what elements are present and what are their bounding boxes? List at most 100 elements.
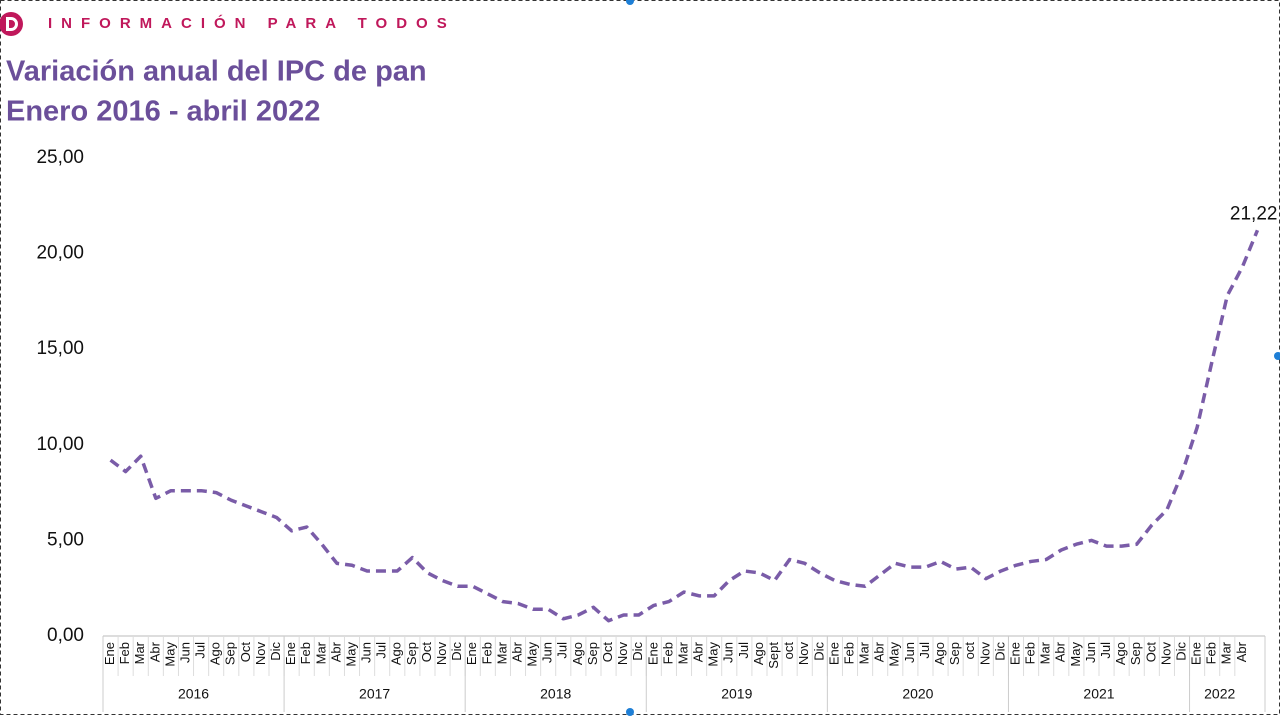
x-tick-label: Sep <box>404 642 419 665</box>
x-tick-label: Nov <box>253 642 268 666</box>
x-tick-label: Dic <box>992 642 1007 661</box>
x-tick-label: Mar <box>1038 641 1053 664</box>
x-tick-label: Ene <box>645 642 660 665</box>
x-tick-label: Ago <box>389 642 404 665</box>
x-tick-label: Feb <box>479 642 494 664</box>
chart-title: Variación anual del IPC de pan <box>6 56 427 88</box>
x-tick-label: Abr <box>1234 641 1249 662</box>
x-tick-label: Dic <box>268 642 283 661</box>
y-tick-label: 0,00 <box>47 625 84 646</box>
x-tick-label: Ago <box>208 642 223 665</box>
x-tick-label: Feb <box>660 642 675 664</box>
x-tick-label: Ene <box>1189 642 1204 665</box>
x-tick-label: Mar <box>494 641 509 664</box>
x-tick-label: Jul <box>917 642 932 659</box>
x-tick-label: Nov <box>1158 642 1173 666</box>
x-tick-label: Ago <box>751 642 766 665</box>
x-tick-label: Sep <box>223 642 238 665</box>
x-tick-label: Jun <box>902 642 917 663</box>
year-label: 2021 <box>1083 686 1114 702</box>
x-tick-label: Jun <box>721 642 736 663</box>
year-label: 2017 <box>359 686 390 702</box>
handle <box>626 0 634 5</box>
x-tick-label: Jul <box>1098 642 1113 659</box>
x-tick-label: Ene <box>283 642 298 665</box>
x-tick-label: May <box>706 642 721 667</box>
data-line <box>109 229 1260 623</box>
x-tick-label: Ene <box>102 642 117 665</box>
year-label: 2016 <box>178 686 209 702</box>
x-tick-label: May <box>343 642 358 667</box>
x-tick-label: Mar <box>1219 641 1234 664</box>
x-tick-label: oct <box>781 642 796 660</box>
x-tick-label: Abr <box>872 641 887 662</box>
x-tick-label: Dic <box>449 642 464 661</box>
x-tick-label: Abr <box>509 641 524 662</box>
year-label: 2020 <box>902 686 933 702</box>
x-tick-label: May <box>162 642 177 667</box>
y-tick-label: 20,00 <box>36 243 84 264</box>
x-tick-label: Jun <box>359 642 374 663</box>
x-tick-label: Jun <box>1083 642 1098 663</box>
year-label: 2018 <box>540 686 571 702</box>
x-tick-label: Jun <box>177 642 192 663</box>
x-tick-label: Nov <box>434 642 449 666</box>
handle <box>626 708 634 716</box>
year-label: 2022 <box>1204 686 1235 702</box>
year-label: 2019 <box>721 686 752 702</box>
y-tick-label: 10,00 <box>36 434 84 455</box>
x-tick-label: Jun <box>540 642 555 663</box>
x-tick-label: Ene <box>464 642 479 665</box>
x-tick-label: Nov <box>615 642 630 666</box>
x-tick-label: Oct <box>600 642 615 663</box>
x-tick-label: Jul <box>193 642 208 659</box>
x-tick-label: Ago <box>1113 642 1128 665</box>
x-tick-label: Dic <box>811 642 826 661</box>
x-tick-label: Abr <box>691 641 706 662</box>
x-tick-label: Oct <box>419 642 434 663</box>
y-tick-label: 15,00 <box>36 338 84 359</box>
x-tick-label: May <box>525 642 540 667</box>
x-tick-label: Sep <box>1128 642 1143 665</box>
x-tick-label: Abr <box>328 641 343 662</box>
logo <box>0 12 23 36</box>
x-tick-label: Sep <box>947 642 962 665</box>
brand: INFORMACIÓN PARA TODOS <box>48 14 456 32</box>
x-tick-label: Nov <box>796 642 811 666</box>
x-tick-label: Nov <box>977 642 992 666</box>
x-tick-label: May <box>1068 642 1083 667</box>
x-tick-label: Ago <box>932 642 947 665</box>
x-tick-label: Feb <box>298 642 313 664</box>
x-tick-label: Dic <box>1173 642 1188 661</box>
handle <box>1274 352 1280 360</box>
x-tick-label: Feb <box>117 642 132 664</box>
x-tick-label: Ene <box>1007 642 1022 665</box>
x-tick-label: Oct <box>1143 642 1158 663</box>
x-tick-label: Sep <box>585 642 600 665</box>
x-tick-label: Jul <box>374 642 389 659</box>
x-tick-label: Abr <box>1053 641 1068 662</box>
chart-subtitle: Enero 2016 - abril 2022 <box>6 96 320 128</box>
x-tick-label: Sept <box>766 642 781 669</box>
x-tick-label: Ago <box>570 642 585 665</box>
x-tick-label: Feb <box>841 642 856 664</box>
x-tick-label: Mar <box>132 641 147 664</box>
x-tick-label: oct <box>962 642 977 660</box>
x-tick-label: Jul <box>555 642 570 659</box>
y-tick-label: 5,00 <box>47 529 84 550</box>
x-tick-label: Feb <box>1023 642 1038 664</box>
y-tick-label: 25,00 <box>36 147 84 168</box>
x-tick-label: Mar <box>857 641 872 664</box>
data-label: 21,22 <box>1230 203 1278 224</box>
x-tick-label: Feb <box>1204 642 1219 664</box>
x-tick-label: Mar <box>313 641 328 664</box>
x-tick-label: May <box>887 642 902 667</box>
x-tick-label: Abr <box>147 641 162 662</box>
x-tick-label: Ene <box>826 642 841 665</box>
x-tick-label: Mar <box>675 641 690 664</box>
x-tick-label: Jul <box>736 642 751 659</box>
x-tick-label: Dic <box>630 642 645 661</box>
